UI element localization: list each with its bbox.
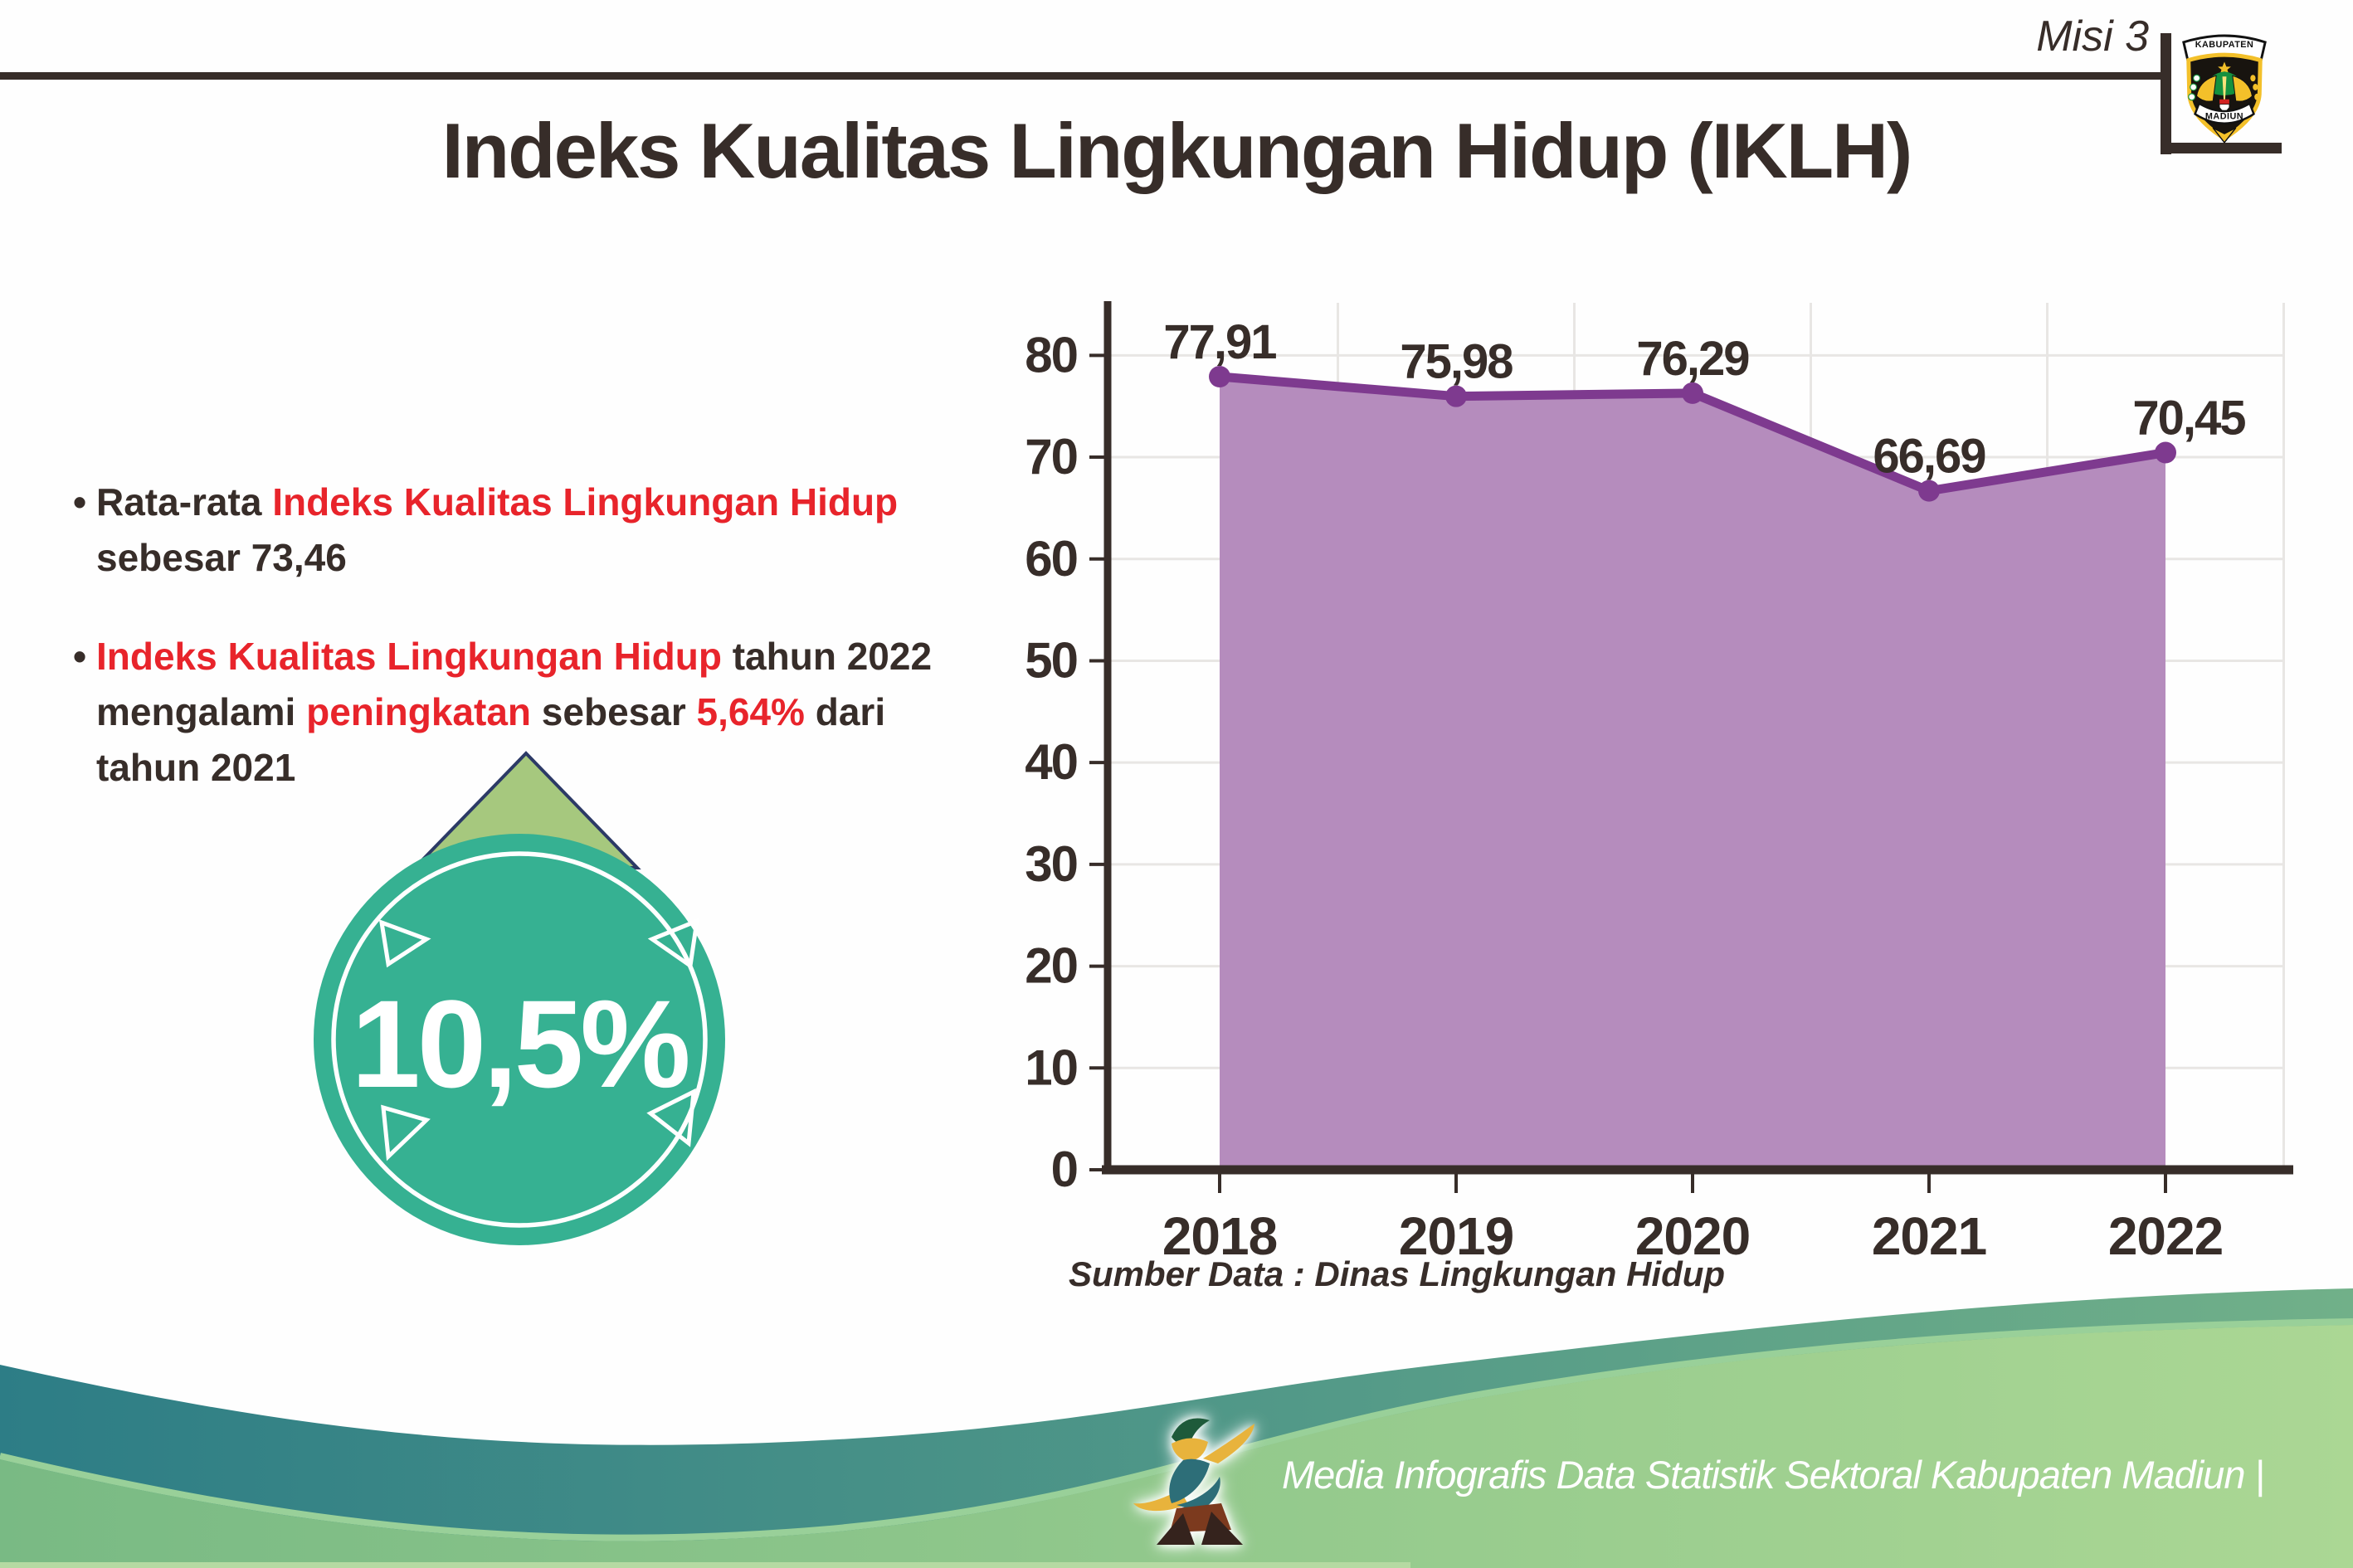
- logo-grain-icon: [2254, 93, 2260, 100]
- dancer-mascot-icon: [1133, 1418, 1254, 1545]
- bullet-segment: Rata-rata: [96, 480, 273, 523]
- bullet-segment: mengalami: [96, 690, 307, 733]
- logo-keris-icon: [2222, 76, 2227, 106]
- bullet-segment: tahun 2022: [721, 635, 933, 678]
- header-rule: [0, 72, 2161, 80]
- y-tick-label: 10: [1025, 1040, 1077, 1095]
- footer-green-wave: [0, 1325, 2353, 1568]
- logo-right-wing-icon: [2232, 75, 2253, 102]
- y-tick-label: 70: [1025, 429, 1077, 485]
- logo-cotton-icon: [2193, 74, 2201, 82]
- bullet-item: • Rata-rata Indeks Kualitas Lingkungan Hi…: [73, 475, 969, 586]
- y-tick-label: 40: [1025, 734, 1077, 790]
- logo-grain-icon: [2250, 75, 2256, 82]
- x-tick-label: 2021: [1872, 1206, 1986, 1266]
- bullet-text: Indeks Kualitas Lingkungan Hidup tahun 2…: [96, 629, 932, 796]
- badge-ring: [331, 851, 708, 1228]
- data-point: [1918, 480, 1940, 502]
- y-tick-label: 50: [1025, 632, 1077, 688]
- y-tick-label: 0: [1051, 1142, 1077, 1197]
- bullet-segment: peningkatan: [306, 690, 532, 733]
- bullet-segment: Indeks Kualitas Lingkungan Hidup: [96, 635, 722, 678]
- logo-star-icon: [2218, 61, 2231, 75]
- page-title: Indeks Kualitas Lingkungan Hidup (IKLH): [441, 107, 1913, 194]
- footer-waves: [0, 1288, 2353, 1568]
- data-label: 75,98: [1400, 335, 1513, 389]
- x-tick-label: 2022: [2108, 1206, 2223, 1266]
- y-tick-label: 20: [1025, 938, 1077, 994]
- badge-spark-icon: [381, 1104, 431, 1161]
- bullet-dot-icon: •: [73, 635, 87, 678]
- bullet-dot-icon: •: [73, 480, 87, 523]
- badge-spark-icon: [378, 919, 431, 968]
- iklh-chart-svg: 77,91 75,98 76,29 66,69 70,45 0 10 20 30 40 50 60 70…: [1025, 301, 2293, 1266]
- bullet-segment: sebesar: [531, 690, 697, 733]
- data-point: [2155, 441, 2176, 464]
- bullet-list: • Rata-rata Indeks Kualitas Lingkungan Hi…: [73, 475, 969, 796]
- badge-value: 10,5%: [351, 974, 688, 1113]
- y-tick-label: 60: [1025, 531, 1077, 587]
- logo-frame-horizontal: [2161, 143, 2282, 153]
- logo-left-wing-icon: [2196, 75, 2217, 102]
- y-tick-label: 30: [1025, 836, 1077, 892]
- data-point: [1445, 385, 1467, 407]
- logo-cotton-icon: [2190, 83, 2198, 91]
- x-tick-label: 2019: [1399, 1206, 1513, 1266]
- data-label: 77,91: [1163, 315, 1276, 369]
- data-label: 70,45: [2132, 392, 2245, 446]
- footer-caption: Media Infografis Data Statistik Sektoral…: [1282, 1453, 2265, 1497]
- x-tick-label: 2020: [1635, 1206, 1750, 1266]
- logo-crest-red: [2219, 99, 2229, 105]
- source-note: Sumber Data : Dinas Lingkungan Hidup: [1069, 1254, 1726, 1293]
- logo-top-text: KABUPATEN: [2195, 40, 2254, 50]
- bullet-text: Rata-rata Indeks Kualitas Lingkungan Hid…: [96, 475, 898, 586]
- footer-bottom-strip: [0, 1562, 1410, 1568]
- bullet-segment: sebesar 73,46: [96, 536, 347, 579]
- x-tick-label: 2018: [1162, 1206, 1277, 1266]
- kabupaten-madiun-logo: KABUPATEN MADIUN: [2182, 34, 2267, 144]
- logo-bottom-banner: [2194, 101, 2255, 124]
- logo-bottom-point: [2212, 127, 2237, 144]
- increase-badge: 10,5%: [314, 751, 725, 1245]
- data-point: [1209, 365, 1230, 387]
- y-tick-label: 80: [1025, 327, 1077, 382]
- logo-bottom-text: MADIUN: [2205, 111, 2243, 121]
- area-fill: [1220, 376, 2165, 1170]
- badge-spark-icon: [646, 1088, 696, 1147]
- misi-label: Misi 3: [2036, 12, 2149, 61]
- data-label: 76,29: [1636, 332, 1749, 386]
- data-label: 66,69: [1873, 430, 1985, 484]
- data-point: [1682, 382, 1703, 404]
- badge-spark-icon: [647, 918, 700, 970]
- bullet-segment: tahun 2021: [96, 746, 296, 789]
- logo-grain-icon: [2253, 84, 2258, 90]
- bullet-segment: Indeks Kualitas Lingkungan Hidup: [272, 480, 899, 523]
- bullet-segment: dari: [804, 690, 886, 733]
- logo-cotton-icon: [2188, 93, 2196, 101]
- bullet-item: • Indeks Kualitas Lingkungan Hidup tahun …: [73, 629, 969, 796]
- logo-frame-vertical: [2161, 33, 2171, 154]
- bullet-segment: 5,64%: [696, 690, 805, 733]
